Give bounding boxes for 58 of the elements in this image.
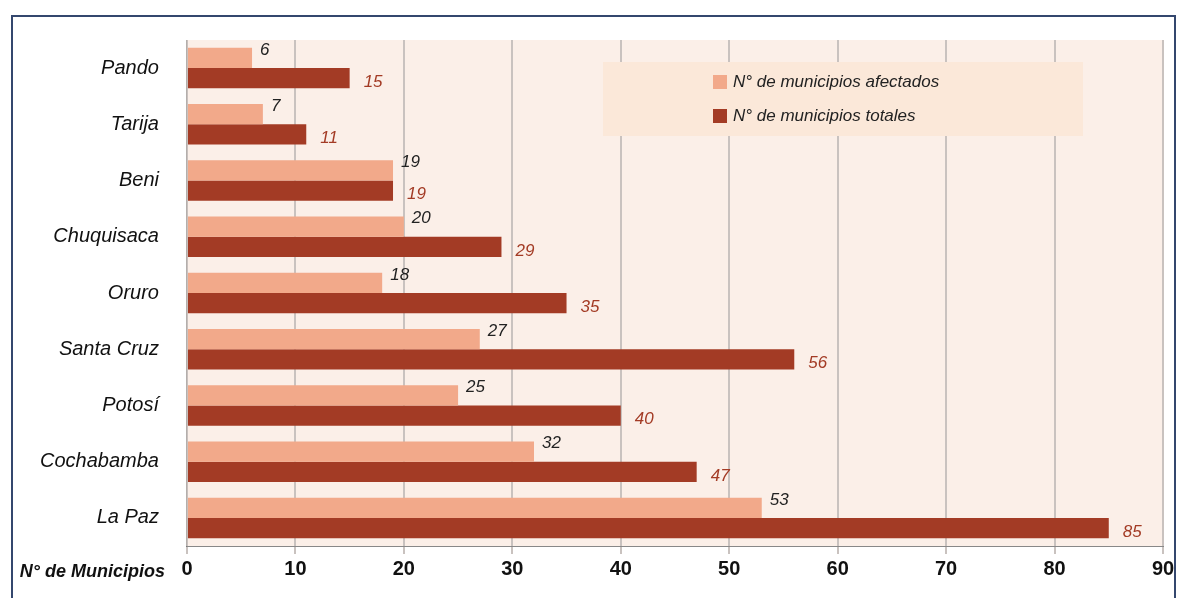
bar xyxy=(187,461,697,482)
x-tick-label: 10 xyxy=(284,556,307,579)
data-label: 11 xyxy=(320,128,338,148)
y-tick-label: Oruro xyxy=(107,280,159,303)
data-label: 35 xyxy=(580,296,600,316)
legend-label: N° de municipios afectados xyxy=(733,71,940,91)
data-label: 32 xyxy=(542,433,562,453)
x-tick-label: 40 xyxy=(609,556,632,579)
y-tick-label: Cochabamba xyxy=(40,449,159,472)
bar xyxy=(187,272,383,293)
x-tick-label: 30 xyxy=(501,556,524,579)
bar xyxy=(187,180,394,201)
data-label: 20 xyxy=(410,208,432,228)
data-label: 19 xyxy=(407,184,427,204)
bar xyxy=(187,216,404,237)
bar xyxy=(187,441,534,462)
x-tick-label: 0 xyxy=(181,556,193,579)
bar xyxy=(187,124,307,145)
data-label: 56 xyxy=(808,353,828,373)
x-tick-label: 80 xyxy=(1043,556,1066,579)
bar xyxy=(187,104,263,125)
x-tick-label: 20 xyxy=(392,556,415,579)
data-label: 40 xyxy=(634,409,655,429)
bar xyxy=(187,160,394,181)
bar xyxy=(187,236,502,258)
y-tick-label: Tarija xyxy=(110,111,159,134)
data-label: 85 xyxy=(1122,521,1143,541)
bar xyxy=(187,385,459,406)
y-tick-label: La Paz xyxy=(96,505,159,528)
bar xyxy=(187,293,567,314)
x-tick-label: 50 xyxy=(718,556,741,579)
data-label: 53 xyxy=(769,489,790,509)
data-label: 15 xyxy=(363,71,384,91)
data-label: 7 xyxy=(270,95,281,115)
data-label: 18 xyxy=(390,264,410,284)
data-label: 27 xyxy=(486,320,508,340)
data-label: 47 xyxy=(710,465,731,485)
bar xyxy=(187,47,253,69)
data-label: 25 xyxy=(465,377,486,397)
legend-label: N° de municipios totales xyxy=(733,105,917,125)
y-tick-label: Beni xyxy=(118,168,160,191)
bar xyxy=(187,405,621,426)
bar xyxy=(187,517,1109,539)
x-tick-label: 60 xyxy=(826,556,849,579)
y-tick-label: Potosí xyxy=(102,393,162,416)
data-label: 19 xyxy=(401,152,421,172)
bar xyxy=(187,497,762,518)
data-label: 29 xyxy=(514,240,535,260)
bar xyxy=(187,328,480,350)
bar xyxy=(187,68,350,89)
y-tick-label: Pando xyxy=(101,55,159,78)
y-tick-label: Chuquisaca xyxy=(53,224,159,247)
x-tick-label: 90 xyxy=(1151,556,1175,579)
x-tick-label: 70 xyxy=(934,556,958,579)
y-tick-label: Santa Cruz xyxy=(58,336,159,359)
x-axis-title: N° de Municipios xyxy=(19,560,165,581)
bar xyxy=(187,349,795,370)
data-label: 6 xyxy=(260,39,271,59)
